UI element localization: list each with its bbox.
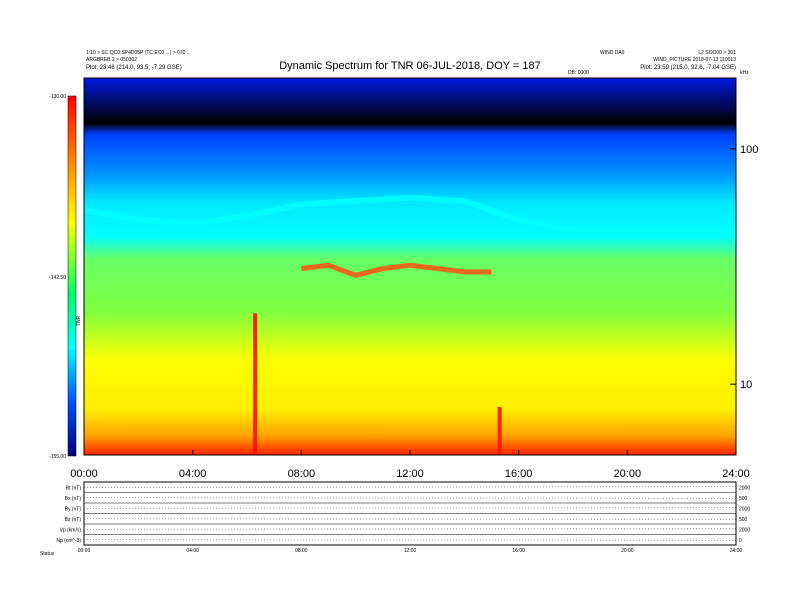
corner-label: kHz — [740, 70, 749, 76]
colorbar-tick-bottom: -155.00 — [49, 454, 66, 460]
colorbar-label: TNR — [76, 315, 82, 326]
panel-trace — [83, 507, 737, 509]
panel-label: Np (cm^-3) — [56, 538, 81, 544]
panel-x-tick-label: 20:00 — [621, 548, 634, 554]
x-tick-label: 16:00 — [505, 468, 533, 480]
header-right-line1: L2 SOO00 > 301 — [698, 50, 736, 56]
panel-x-tick-label: 16:00 — [512, 548, 525, 554]
panel-x-tick-label: 00:00 — [78, 548, 91, 554]
bottom-panels: Bt (nT) 2000 Bx (nT) 500 By (nT) 2000 Bz (nT) 5… — [56, 481, 750, 554]
header-right-line2: WIND_PICTURE 2018-07-13 110013 — [653, 57, 736, 63]
panel-x-tick-label: 24:00 — [730, 548, 743, 554]
panel-right-tick: 500 — [739, 517, 748, 523]
panel-label: Vp (km/s) — [60, 527, 82, 533]
y-axis: 10 100 — [730, 144, 758, 391]
header-center-right: WIND DA0 — [600, 50, 625, 56]
panel-label: Bz (nT) — [65, 517, 82, 523]
burst-1 — [497, 406, 502, 455]
header-left-line2: ARGBREB 2 > 050302 — [86, 57, 137, 63]
footer-label: Status — [40, 551, 55, 557]
header-small-label: DB: 0000 — [568, 70, 589, 76]
panel-x-tick-label: 04:00 — [186, 548, 199, 554]
panel-trace — [83, 539, 737, 541]
panel-trace — [83, 528, 737, 530]
panel-trace — [83, 497, 737, 499]
x-tick-label: 12:00 — [396, 468, 424, 480]
colorbar-tick-top: -130.00 — [49, 94, 66, 100]
panel-label: Bt (nT) — [66, 485, 82, 491]
panel-x-tick-label: 08:00 — [295, 548, 308, 554]
panel-right-tick: 2000 — [739, 485, 750, 491]
panel-right-tick: 0 — [739, 538, 742, 544]
header-left-line1: 1:10 > SC:QC0:SP4D05P (TC:EC0 ...) > 070… — [86, 50, 191, 56]
x-tick-label: 04:00 — [179, 468, 207, 480]
x-tick-label: 08:00 — [288, 468, 316, 480]
feature-line-0 — [83, 194, 736, 234]
header-left-line3: Plot: 23:46 (214.0, 93.5, -7.29 GSE) — [86, 65, 182, 71]
y-tick-label: 10 — [740, 379, 752, 391]
header-right-line3: Plot: 23:59 (215.0, 92.6, -7.04 GSE) — [640, 65, 736, 71]
panel-x-tick-label: 12:00 — [404, 548, 417, 554]
panel-right-tick: 500 — [739, 496, 748, 502]
y-tick-label: 100 — [740, 144, 758, 156]
chart-title: Dynamic Spectrum for TNR 06-JUL-2018, DO… — [279, 60, 541, 72]
panel-label: Bx (nT) — [65, 496, 82, 502]
x-tick-label: 24:00 — [722, 468, 750, 480]
panel-trace — [83, 518, 737, 520]
panel-label: By (nT) — [65, 506, 82, 512]
panel-right-tick: 2000 — [739, 527, 750, 533]
colorbar — [67, 95, 77, 457]
burst-0 — [253, 313, 258, 455]
colorbar-tick-mid: -142.50 — [49, 275, 66, 281]
x-tick-label: 20:00 — [614, 468, 642, 480]
feature-line-1 — [301, 262, 492, 278]
spectrogram-features — [83, 194, 736, 455]
x-tick-label: 00:00 — [70, 468, 98, 480]
x-axis: 00:00 04:00 08:00 12:00 16:00 20:00 24:00 — [70, 450, 750, 480]
panel-trace — [83, 486, 737, 488]
panel-right-tick: 2000 — [739, 506, 750, 512]
